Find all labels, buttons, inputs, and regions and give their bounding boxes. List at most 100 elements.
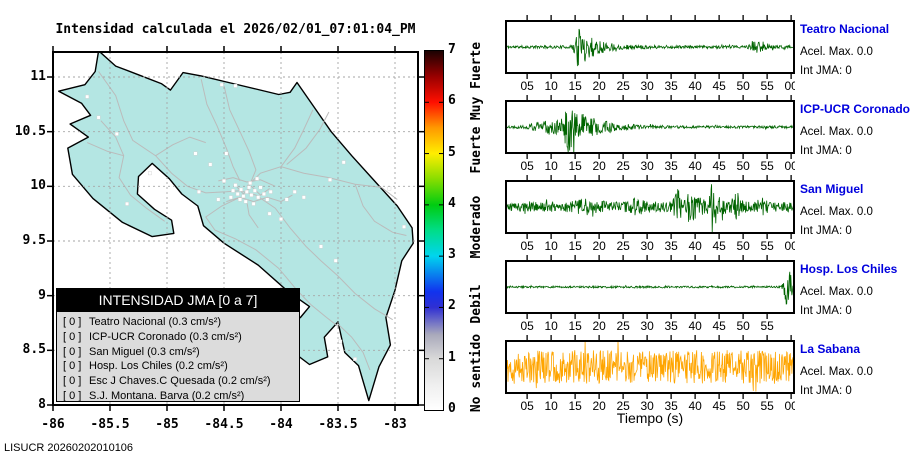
- station-marker: [228, 195, 233, 200]
- station-name: San Miguel: [800, 182, 864, 196]
- station-marker: [267, 211, 272, 216]
- intensity-legend: INTENSIDAD JMA [0 a 7] [ 0 ] Teatro Nacio…: [56, 288, 300, 402]
- station-acel-max: Acel. Max. 0.0: [800, 46, 873, 58]
- station-int-jma: Int JMA: 0: [800, 305, 852, 317]
- trace-tick-label: 00: [784, 79, 795, 93]
- y-tick-label: 9.5: [22, 233, 46, 248]
- station-marker: [238, 197, 242, 202]
- trace-tick-label: 15: [568, 79, 582, 93]
- station-marker: [387, 186, 392, 191]
- trace-tick-label: 30: [640, 79, 654, 93]
- colorbar-number: 1: [448, 349, 456, 365]
- trace-tick-label: 15: [568, 399, 582, 413]
- legend-item: [ 0 ] San Miguel (0.3 cm/s²): [63, 345, 293, 360]
- legend-item-label: Teatro Nacional (0.3 cm/s²): [89, 316, 222, 328]
- legend-item: [ 0 ] Hosp. Los Chiles (0.2 cm/s²): [63, 359, 293, 374]
- station-marker: [85, 94, 90, 99]
- y-tick-label: 10: [30, 178, 46, 194]
- road-line: [87, 142, 124, 157]
- trace-tick-label: 00: [784, 239, 795, 253]
- trace-tick-label: 10: [544, 399, 558, 413]
- station-int-jma: Int JMA: 0: [800, 385, 852, 397]
- station-marker: [338, 339, 343, 344]
- trace-panel: 05 10 15 20 25 30 35 40 45 50 55 00: [505, 174, 798, 254]
- station-acel-max: Acel. Max. 0.0: [800, 366, 873, 378]
- road-line: [337, 323, 371, 371]
- footer-stamp: LISUCR 20260202010106: [4, 442, 134, 454]
- trace-tick-label: 05: [520, 159, 534, 173]
- trace-tick-label: 20: [592, 319, 606, 333]
- road-line: [226, 194, 293, 203]
- trace-tick-label: 15: [568, 159, 582, 173]
- station-marker: [353, 357, 357, 361]
- colorbar-ticks: [425, 101, 443, 360]
- legend-item-value: [ 0 ]: [63, 389, 82, 402]
- station-marker: [193, 151, 198, 156]
- station-marker: [224, 151, 229, 156]
- trace-tick-label: 25: [616, 239, 630, 253]
- trace-tick-label: 55: [760, 399, 774, 413]
- trace-tick-label: 35: [664, 319, 678, 333]
- x-tick-label: -84.5: [204, 417, 244, 432]
- colorbar-number: 4: [448, 195, 456, 211]
- station-marker: [219, 82, 224, 87]
- station-marker: [147, 171, 152, 176]
- trace-tick-label: 40: [688, 239, 702, 253]
- station-marker: [341, 160, 346, 165]
- y-tick-label: 11: [30, 69, 46, 84]
- seismogram: 05 10 15 20 25 30 35 40 45 50 55 00: [505, 335, 798, 413]
- station-marker: [231, 188, 235, 193]
- road-line: [98, 71, 257, 196]
- trace-tick-label: 00: [784, 399, 795, 413]
- station-marker: [233, 83, 238, 88]
- x-tick-label: -85.5: [90, 417, 130, 432]
- station-name: Teatro Nacional: [800, 22, 890, 36]
- trace-panel: 05 10 15 20 25 30 35 40 45 50 55: [505, 254, 795, 334]
- station-marker: [244, 189, 249, 194]
- colorbar-number: 3: [448, 247, 456, 263]
- legend-item-label: S.J. Montana. Barva (0.2 cm/s²): [89, 389, 245, 402]
- road-line: [100, 120, 165, 222]
- legend-item: [ 0 ] S.J. Montana. Barva (0.2 cm/s²): [63, 389, 293, 404]
- station-marker: [328, 177, 332, 182]
- waveform-trace: [507, 110, 793, 152]
- colorbar-number: 5: [448, 144, 456, 160]
- trace-tick-label: 50: [736, 319, 750, 333]
- legend-item-value: [ 0 ]: [63, 330, 82, 343]
- station-marker: [222, 178, 226, 183]
- trace-tick-label: 30: [640, 399, 654, 413]
- station-marker: [249, 193, 254, 197]
- station-marker: [402, 224, 406, 229]
- station-marker: [239, 187, 243, 192]
- station-marker: [235, 192, 240, 196]
- trace-tick-label: 55: [760, 159, 774, 173]
- station-marker: [114, 131, 119, 136]
- trace-tick-label: 55: [760, 239, 774, 253]
- legend-item-value: [ 0 ]: [63, 316, 82, 328]
- colorbar-number: 7: [448, 42, 456, 57]
- trace-tick-label: 25: [616, 79, 630, 93]
- legend-item-label: San Miguel (0.3 cm/s²): [89, 345, 200, 358]
- station-acel-max: Acel. Max. 0.0: [800, 286, 873, 298]
- road-line: [200, 79, 241, 182]
- trace-tick-label: 35: [664, 239, 678, 253]
- legend-item-value: [ 0 ]: [63, 345, 82, 358]
- road-line: [286, 111, 330, 165]
- trace-tick-label: 10: [544, 239, 558, 253]
- legend-item: [ 0 ] ICP-UCR Coronado (0.3 cm/s²): [63, 330, 293, 345]
- x-tick-label: -85: [155, 417, 179, 432]
- trace-tick-label: 40: [688, 399, 702, 413]
- legend-item-label: Esc J Chaves.C Quesada (0.2 cm/s²): [89, 375, 271, 388]
- x-tick-label: -84: [269, 417, 293, 432]
- colorbar-number: 0: [448, 401, 456, 416]
- legend-items: [ 0 ] Teatro Nacional (0.3 cm/s²) [ 0 ] ICP…: [57, 312, 299, 407]
- trace-tick-label: 20: [592, 399, 606, 413]
- trace-panel: 05 10 15 20 25 30 35 40 45 50 55 00: [505, 334, 798, 414]
- seismogram: 05 10 15 20 25 30 35 40 45 50 55 00: [505, 175, 798, 253]
- station-acel-max: Acel. Max. 0.0: [800, 126, 873, 138]
- station-marker: [252, 188, 257, 193]
- station-marker: [241, 194, 246, 199]
- trace-tick-label: 05: [520, 399, 534, 413]
- trace-tick-label: 15: [568, 239, 582, 253]
